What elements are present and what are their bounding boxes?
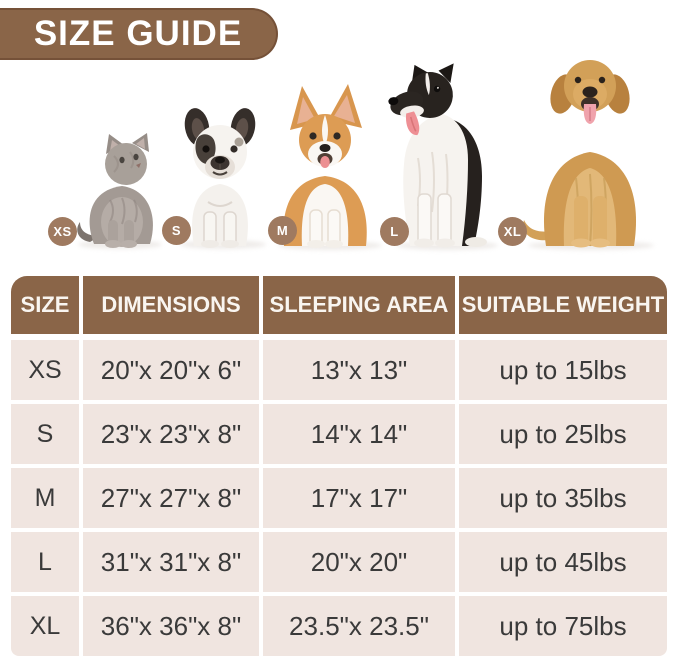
- table-cell-suitable-weight: up to 15lbs: [459, 340, 667, 400]
- table-cell-sleeping-area: 20"x 20": [263, 532, 455, 592]
- cat-nose: [136, 163, 141, 168]
- golden-nose: [582, 86, 598, 98]
- table-cell-size: XL: [11, 596, 79, 656]
- collie-ear-right: [438, 63, 454, 84]
- table-cell-sleeping-area: 13"x 13": [263, 340, 455, 400]
- table-cell-dimensions: 36"x 36"x 8": [83, 596, 259, 656]
- size-badge-xl: XL: [498, 217, 527, 246]
- table-cell-size: S: [11, 404, 79, 464]
- table-cell-size: L: [11, 532, 79, 592]
- title-banner: SIZE GUIDE: [0, 8, 278, 60]
- size-badge-xs: XS: [48, 217, 77, 246]
- bulldog-body: [192, 184, 248, 246]
- corgi-nose: [319, 144, 331, 152]
- page-title: SIZE GUIDE: [33, 14, 243, 53]
- size-badge-s: S: [162, 216, 191, 245]
- table-cell-suitable-weight: up to 25lbs: [459, 404, 667, 464]
- table-cell-dimensions: 20"x 20"x 6": [83, 340, 259, 400]
- column-header-sleeping-area: SLEEPING AREA: [263, 276, 455, 334]
- collie-nose: [388, 97, 399, 106]
- bulldog-nose: [215, 156, 225, 164]
- table-cell-size: M: [11, 468, 79, 528]
- bulldog-eye-left: [202, 145, 210, 153]
- french-bulldog-photo: [168, 106, 272, 248]
- bulldog-eye-right: [230, 145, 238, 153]
- table-cell-dimensions: 23"x 23"x 8": [83, 404, 259, 464]
- collie-back: [446, 118, 482, 246]
- table-cell-sleeping-area: 14"x 14": [263, 404, 455, 464]
- column-header-suitable-weight: SUITABLE WEIGHT: [459, 276, 667, 334]
- corgi-photo: [264, 82, 384, 248]
- size-badge-l: L: [380, 217, 409, 246]
- corgi-eye-left: [309, 132, 317, 140]
- corgi-tongue: [320, 156, 330, 168]
- column-header-size: SIZE: [11, 276, 79, 334]
- table-cell-suitable-weight: up to 35lbs: [459, 468, 667, 528]
- table-cell-suitable-weight: up to 45lbs: [459, 532, 667, 592]
- table-cell-size: XS: [11, 340, 79, 400]
- cat-photo: [70, 130, 170, 248]
- golden-eye-left: [574, 76, 582, 84]
- size-badge-m: M: [268, 216, 297, 245]
- border-collie-photo: [384, 62, 500, 248]
- table-cell-sleeping-area: 17"x 17": [263, 468, 455, 528]
- table-cell-suitable-weight: up to 75lbs: [459, 596, 667, 656]
- size-table: SIZE DIMENSIONS SLEEPING AREA SUITABLE W…: [11, 276, 667, 656]
- cat-head: [105, 143, 147, 185]
- table-cell-dimensions: 31"x 31"x 8": [83, 532, 259, 592]
- table-cell-sleeping-area: 23.5"x 23.5": [263, 596, 455, 656]
- cat-eye-right: [133, 153, 139, 161]
- golden-retriever-photo: [516, 52, 662, 248]
- corgi-eye-right: [333, 132, 341, 140]
- column-header-dimensions: DIMENSIONS: [83, 276, 259, 334]
- golden-eye-right: [598, 76, 606, 84]
- collie-blaze: [425, 73, 430, 96]
- table-cell-dimensions: 27"x 27"x 8": [83, 468, 259, 528]
- cat-eye-left: [119, 156, 125, 164]
- collie-head-group: [388, 63, 454, 136]
- collie-chin: [400, 105, 424, 118]
- corgi-blaze: [322, 115, 328, 146]
